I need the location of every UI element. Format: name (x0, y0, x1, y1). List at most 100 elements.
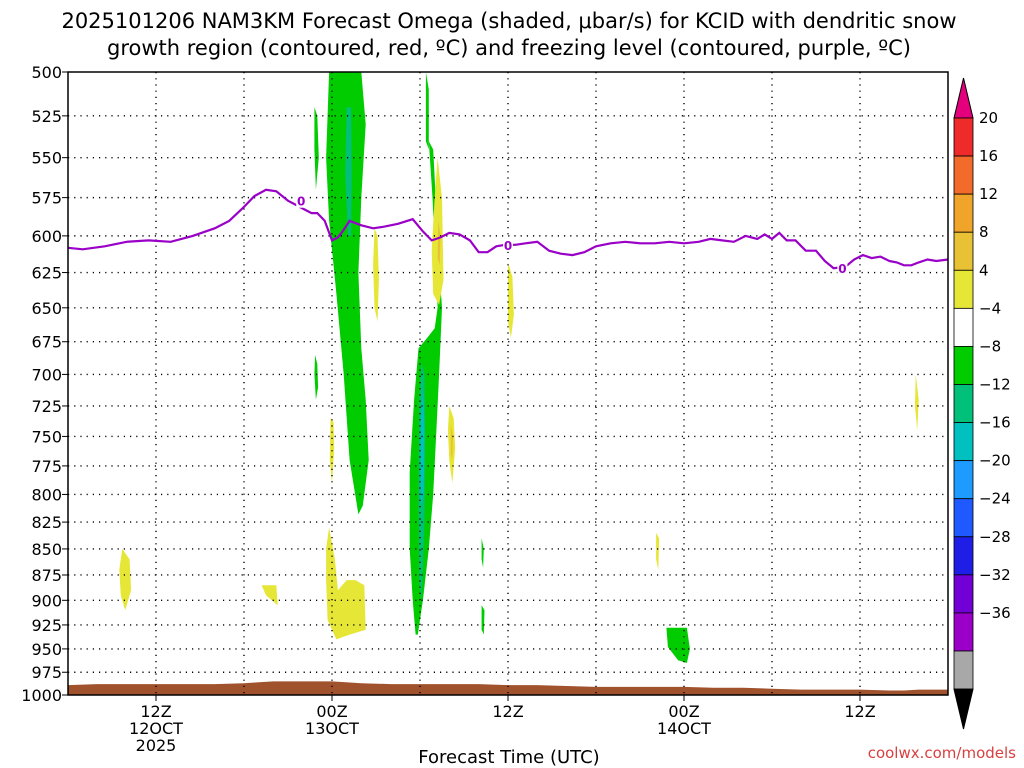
chart-title-line2: growth region (contoured, red, ºC) and f… (107, 36, 911, 60)
y-tick-label-700: 700 (31, 365, 62, 384)
terrain-fill (68, 681, 948, 695)
positive-omega-region-4 (373, 228, 379, 322)
colorbar-tick-label-12: −32 (979, 566, 1011, 584)
positive-omega-region-3 (450, 424, 453, 461)
colorbar-swatch-4 (953, 231, 974, 271)
y-tick-label-750: 750 (31, 427, 62, 446)
y-tick-label-600: 600 (31, 227, 62, 246)
contour-label-bg (837, 261, 848, 276)
colorbar-tick-label-9: −20 (979, 452, 1011, 470)
y-tick-label-575: 575 (31, 189, 62, 208)
colorbar-tick-label-8: −16 (979, 414, 1011, 432)
colorbar-tick-label-0: 20 (979, 109, 998, 127)
contour-label-0: 0 (297, 195, 305, 209)
x-tick-label-2-0: 12Z (492, 702, 523, 721)
colorbar-tick-label-13: −36 (979, 604, 1011, 622)
x-tick-label-3-1: 14OCT (657, 719, 711, 738)
y-tick-label-525: 525 (31, 107, 62, 126)
y-tick-label-800: 800 (31, 485, 62, 504)
contour-label-bg (503, 237, 513, 252)
x-tick-label-0-0: 12Z (140, 702, 171, 721)
colorbar-tick-label-11: −28 (979, 528, 1011, 546)
y-tick-label-825: 825 (31, 513, 62, 532)
colorbar-top-arrow (953, 77, 974, 119)
colorbar-swatch-1 (953, 117, 974, 157)
omega-region-1 (345, 107, 352, 236)
colorbar-tick-label-3: 8 (979, 223, 989, 241)
positive-omega-region-5 (508, 262, 514, 338)
colorbar-tick-label-4: 4 (979, 261, 989, 279)
positive-omega-region-0 (431, 157, 444, 305)
omega-region-2 (425, 72, 429, 150)
colorbar: 20 16 12 8 4 −4 −8 −12 −16 −20 −24 −28 −32 −36 (953, 77, 1011, 730)
positive-omega-region-7 (326, 527, 366, 640)
y-tick-label-725: 725 (31, 397, 62, 416)
freezing-level-contour: 0 0 0 (67, 188, 949, 276)
colorbar-swatch-9 (953, 422, 974, 462)
colorbar-swatch-6 (953, 307, 974, 347)
colorbar-swatch-14 (953, 612, 974, 652)
colorbar-swatch-13 (953, 574, 974, 614)
y-tick-label-975: 975 (31, 663, 62, 682)
omega-region-8 (481, 538, 484, 568)
omega-region-9 (481, 605, 485, 635)
contour-label-bg (296, 193, 307, 208)
colorbar-bottom-arrow (953, 688, 974, 730)
colorbar-swatch-7 (953, 346, 974, 385)
x-tick-label-3-0: 00Z (668, 702, 699, 721)
x-tick-label-4-0: 12Z (844, 702, 875, 721)
y-tick-label-675: 675 (31, 333, 62, 352)
colorbar-swatch-2 (953, 155, 974, 195)
colorbar-tick-label-10: −24 (979, 490, 1011, 508)
omega-region-5 (420, 387, 425, 506)
colorbar-swatch-12 (953, 536, 974, 576)
y-tick-label-850: 850 (31, 540, 62, 559)
credit-text[interactable]: coolwx.com/models (868, 744, 1016, 762)
y-tick-label-650: 650 (31, 299, 62, 318)
y-tick-label-875: 875 (31, 566, 62, 585)
colorbar-tick-label-7: −12 (979, 376, 1011, 394)
omega-region-10 (666, 627, 690, 663)
plot-area (68, 72, 948, 695)
y-tick-label-900: 900 (31, 591, 62, 610)
x-tick-label-0-1: 12OCT (129, 719, 183, 738)
colorbar-tick-label-5: −4 (979, 299, 1001, 317)
omega-region-3 (409, 141, 442, 635)
x-tick-label-0-2: 2025 (136, 736, 177, 755)
y-tick-label-625: 625 (31, 264, 62, 283)
positive-omega-region-8 (119, 548, 132, 611)
colorbar-tick-label-2: 12 (979, 185, 998, 203)
y-tick-label-500: 500 (31, 63, 62, 82)
x-tick-label-1-0: 00Z (316, 702, 347, 721)
chart-title-line1: 2025101206 NAM3KM Forecast Omega (shaded… (61, 9, 956, 33)
positive-omega-region-1 (437, 220, 441, 266)
positive-omega-region-11 (915, 374, 919, 431)
freezing-level-line (67, 188, 949, 270)
colorbar-tick-label-1: 16 (979, 147, 998, 165)
positive-omega-region-10 (656, 532, 660, 570)
colorbar-swatch-3 (953, 193, 974, 233)
omega-region-0 (326, 72, 369, 515)
colorbar-tick-label-6: −8 (979, 337, 1001, 355)
contour-label-2: 0 (838, 262, 846, 276)
y-tick-label-550: 550 (31, 149, 62, 168)
y-tick-label-950: 950 (31, 640, 62, 659)
colorbar-swatch-15 (953, 650, 974, 690)
colorbar-swatch-10 (953, 460, 974, 500)
contour-label-1: 0 (504, 239, 512, 253)
positive-omega-region-9 (261, 585, 278, 606)
x-tick-label-1-1: 13OCT (305, 719, 359, 738)
y-axis-ticks: 500 525 550 575 600 625 650 675 700 725 750 775 800 8… (21, 63, 68, 705)
colorbar-swatch-11 (953, 498, 974, 538)
x-axis-label: Forecast Time (UTC) (418, 747, 599, 768)
grid-lines (68, 72, 948, 695)
y-tick-label-1000: 1000 (21, 686, 62, 705)
colorbar-swatch-8 (953, 384, 974, 423)
y-tick-label-775: 775 (31, 457, 62, 476)
omega-region-6 (314, 107, 319, 190)
y-tick-label-925: 925 (31, 616, 62, 635)
omega-region-7 (314, 355, 319, 400)
colorbar-swatch-5 (953, 269, 974, 309)
